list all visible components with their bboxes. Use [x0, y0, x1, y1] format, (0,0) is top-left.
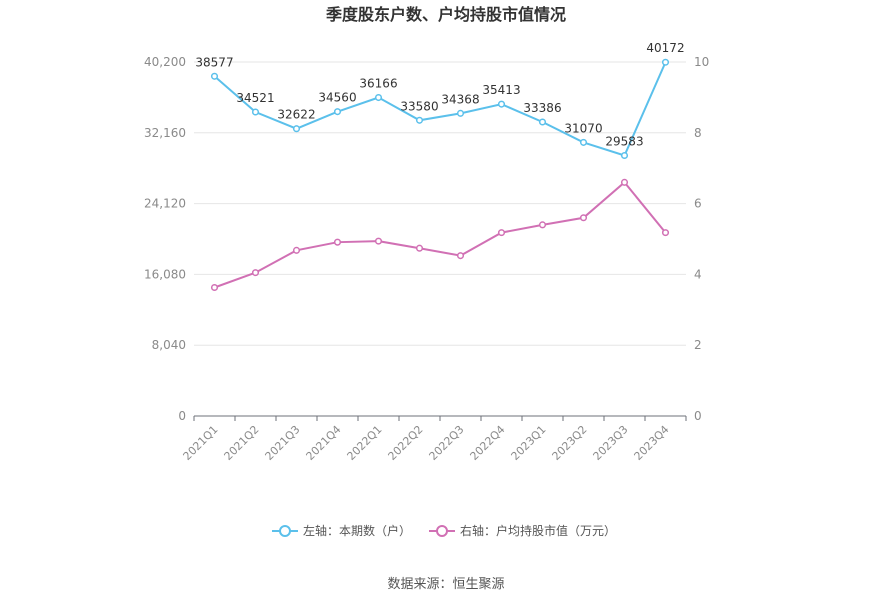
series-line [213, 61, 667, 157]
legend-swatch-marker [279, 525, 291, 537]
data-label: 36166 [359, 77, 397, 91]
series-2 [210, 178, 670, 292]
x-tick-label: 2021Q2 [222, 423, 262, 463]
x-tick-label: 2023Q2 [550, 423, 590, 463]
data-point[interactable] [210, 72, 219, 80]
x-tick-label: 2022Q3 [427, 423, 467, 463]
x-tick-label: 2021Q4 [304, 423, 344, 463]
legend[interactable]: 左轴：本期数（户） 右轴：户均持股市值（万元） [272, 523, 616, 538]
data-point[interactable] [579, 138, 588, 146]
data-point[interactable] [497, 229, 506, 237]
right-tick-label: 2 [694, 338, 702, 352]
data-point[interactable] [620, 151, 629, 160]
data-label: 40172 [646, 41, 684, 55]
data-point[interactable] [415, 116, 424, 124]
legend-swatch-marker [436, 525, 448, 537]
legend-label: 右轴：户均持股市值（万元） [460, 523, 616, 538]
data-point[interactable] [292, 125, 301, 133]
left-tick-label: 24,120 [144, 197, 186, 211]
data-point[interactable] [497, 100, 506, 108]
right-tick-label: 0 [694, 409, 702, 423]
left-tick-label: 16,080 [144, 267, 186, 281]
data-point[interactable] [333, 108, 342, 116]
data-point[interactable] [251, 108, 260, 116]
data-point[interactable] [251, 269, 260, 277]
data-point[interactable] [210, 283, 219, 292]
data-label: 38577 [195, 55, 233, 69]
data-point[interactable] [661, 229, 670, 237]
right-axis: 0 2 4 6 8 10 [694, 55, 709, 423]
data-label: 32622 [277, 108, 315, 122]
left-tick-label: 40,200 [144, 55, 186, 69]
legend-item-1[interactable]: 左轴：本期数（户） [272, 523, 411, 538]
x-tick-label: 2022Q1 [345, 423, 385, 463]
left-axis: 0 8,040 16,080 24,120 32,160 40,200 [144, 55, 186, 423]
x-tick-label: 2023Q3 [591, 423, 631, 463]
right-tick-label: 8 [694, 126, 702, 140]
x-tick-label: 2021Q1 [181, 423, 221, 463]
data-point[interactable] [661, 58, 670, 66]
legend-label: 左轴：本期数（户） [303, 523, 411, 538]
x-axis: 2021Q1 2021Q2 2021Q3 2021Q4 2022Q1 2022Q2 2022… [181, 415, 687, 463]
data-point[interactable] [456, 109, 465, 117]
x-tick-label: 2022Q4 [468, 423, 508, 463]
x-tick-label: 2023Q1 [509, 423, 549, 463]
data-label: 31070 [564, 121, 602, 135]
chart-title: 季度股东户数、户均持股市值情况 [325, 5, 566, 24]
data-label: 35413 [482, 83, 520, 97]
data-label: 34368 [441, 92, 479, 106]
data-point[interactable] [333, 238, 342, 246]
data-label: 33580 [400, 99, 438, 113]
x-tick-label: 2021Q3 [263, 423, 303, 463]
data-label: 34521 [236, 91, 274, 105]
data-label: 34560 [318, 91, 356, 105]
legend-item-2[interactable]: 右轴：户均持股市值（万元） [429, 523, 616, 538]
data-point[interactable] [415, 244, 424, 252]
series-line [214, 180, 667, 289]
grid-lines [194, 61, 686, 346]
right-tick-label: 6 [694, 197, 702, 211]
x-tick-label: 2023Q4 [632, 423, 672, 463]
right-tick-label: 4 [694, 267, 702, 281]
data-point[interactable] [292, 246, 301, 254]
data-label: 33386 [523, 101, 561, 115]
data-label: 29583 [605, 134, 643, 148]
data-point[interactable] [538, 221, 547, 229]
data-point[interactable] [374, 237, 383, 245]
data-source: 数据来源：恒生聚源 [387, 577, 504, 592]
x-tick-label: 2022Q2 [386, 423, 426, 463]
data-point[interactable] [538, 118, 547, 126]
data-point[interactable] [374, 93, 383, 102]
data-point[interactable] [620, 178, 629, 186]
left-tick-label: 32,160 [144, 126, 186, 140]
data-point[interactable] [579, 214, 588, 222]
right-tick-label: 10 [694, 55, 709, 69]
left-tick-label: 8,040 [152, 338, 186, 352]
data-point[interactable] [456, 252, 465, 260]
left-tick-label: 0 [178, 409, 186, 423]
